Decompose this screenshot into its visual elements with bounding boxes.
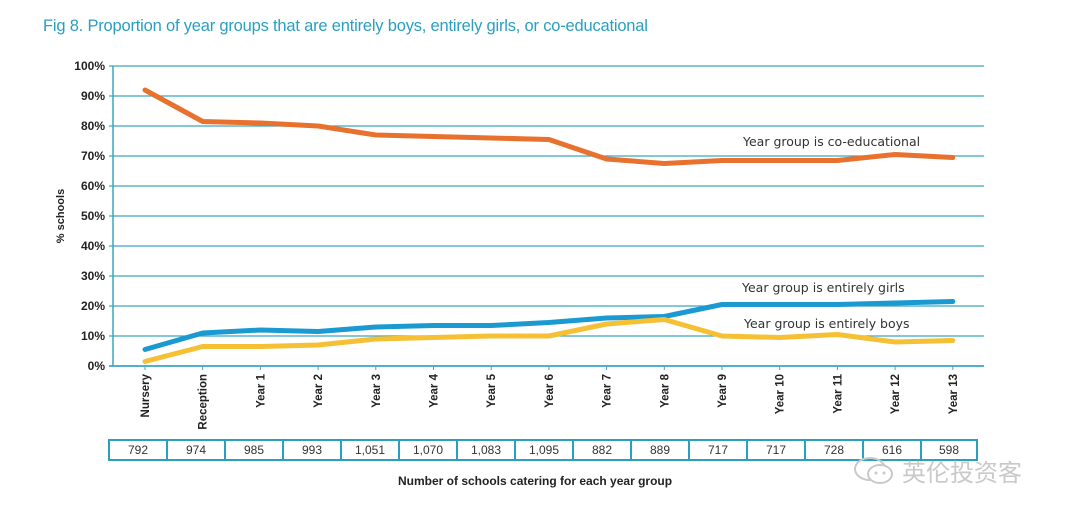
series-line-coeducational: [142, 87, 956, 166]
school-count-cell: 598: [938, 443, 960, 457]
annotation-coeducational: Year group is co-educational: [742, 134, 920, 149]
x-tick-label: Year 8: [659, 373, 671, 407]
school-count-cell: 1,070: [400, 441, 458, 459]
x-axis-caption: Number of schools catering for each year…: [398, 474, 673, 488]
wechat-icon: [854, 456, 893, 484]
y-tick-label: 0%: [88, 359, 106, 373]
y-tick-label: 60%: [81, 179, 105, 193]
school-count-table: 792 974 985 993 1,051 1,070 1,083 1,095 882 889 71…: [108, 439, 978, 461]
school-count-cell: 792: [110, 441, 168, 459]
y-tick-label: 100%: [74, 59, 105, 73]
y-tick-label: 70%: [81, 149, 105, 163]
x-tick-label: Year 6: [544, 374, 556, 408]
series-lines: [142, 87, 956, 364]
school-count-cell: 1,095: [516, 441, 574, 459]
figure-title: Fig 8. Proportion of year groups that ar…: [43, 17, 648, 35]
x-tick-label: Year 4: [429, 373, 441, 407]
y-tick-label: 80%: [81, 119, 105, 133]
line-chart: 0% 10% 20% 30% 40% 50% 60% 70% 80% 90% 100% % scho…: [55, 59, 984, 430]
x-tick-label: Year 5: [486, 373, 498, 407]
school-count-cell: 1,051: [342, 441, 400, 459]
watermark: 英伦投资客: [852, 453, 1022, 488]
y-axis-ticks: 0% 10% 20% 30% 40% 50% 60% 70% 80% 90% 100%: [74, 59, 105, 373]
school-count-cell: 1,083: [458, 441, 516, 459]
annotation-girls: Year group is entirely girls: [741, 280, 905, 295]
y-tick-label: 40%: [81, 239, 105, 253]
school-count-cell: 882: [574, 441, 632, 459]
x-tick-label: Reception: [198, 374, 210, 430]
x-tick-label: Year 2: [313, 374, 325, 408]
school-count-cell: 993: [284, 441, 342, 459]
y-tick-label: 10%: [81, 329, 105, 343]
y-axis-label: % schools: [55, 189, 67, 243]
x-tick-label: Year 13: [948, 374, 960, 414]
y-tick-label: 90%: [81, 89, 105, 103]
x-tick-label: Year 7: [602, 374, 614, 408]
watermark-text: 英伦投资客: [902, 459, 1022, 487]
x-tick-label: Nursery: [140, 373, 152, 417]
y-tick-label: 30%: [81, 269, 105, 283]
school-count-cell: 717: [748, 441, 806, 459]
x-tick-label: Year 11: [832, 373, 844, 413]
x-axis-ticks: Nursery Reception Year 1 Year 2 Year 3 Year 4…: [140, 366, 960, 430]
y-tick-label: 20%: [81, 299, 105, 313]
x-tick-label: Year 9: [717, 374, 729, 408]
school-count-cell: 974: [168, 441, 226, 459]
x-tick-label: Year 3: [371, 374, 383, 408]
x-tick-label: Year 12: [890, 374, 902, 414]
school-count-cell: 728: [806, 441, 864, 459]
x-tick-label: Year 10: [775, 374, 787, 414]
school-count-cell: 985: [226, 441, 284, 459]
school-count-cell: 889: [632, 441, 690, 459]
school-count-cell: 616: [864, 441, 922, 459]
x-tick-label: Year 1: [255, 373, 267, 407]
school-count-cell: 717: [690, 441, 748, 459]
y-tick-label: 50%: [81, 209, 105, 223]
annotation-boys: Year group is entirely boys: [743, 316, 910, 331]
